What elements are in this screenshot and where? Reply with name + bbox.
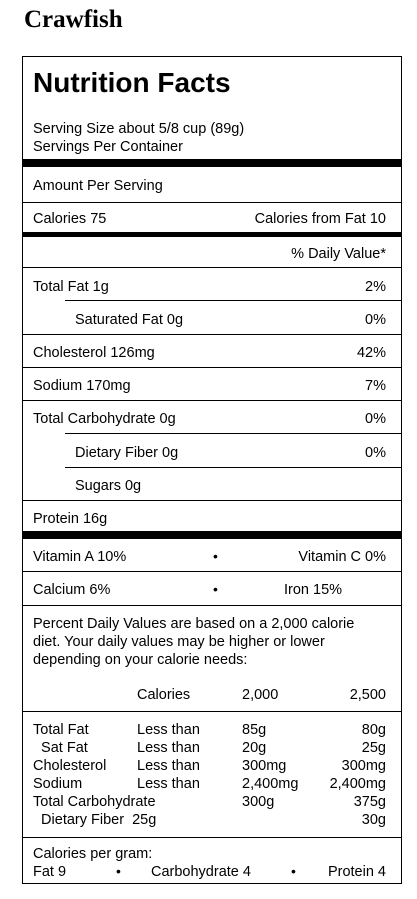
calories: Calories 75 — [33, 211, 107, 227]
divider — [65, 467, 401, 468]
footnote-line: diet. Your daily values may be higher or… — [33, 634, 325, 650]
per-gram-carbohydrate: Carbohydrate 4 — [151, 864, 251, 880]
divider — [23, 334, 401, 335]
nutrient-name-dietary-fiber: Dietary Fiber 0g — [75, 445, 179, 461]
per-gram-protein: Protein 4 — [327, 864, 386, 880]
iron: Iron 15% — [284, 582, 343, 598]
footnote-row-name: Total Fat — [33, 722, 89, 738]
footnote-row-name: Sat Fat — [33, 740, 88, 756]
footnote-row-name: Cholesterol — [33, 758, 107, 774]
footnote-line: Percent Daily Values are based on a 2,00… — [33, 616, 355, 632]
footnote-row-name: Sodium — [33, 776, 83, 792]
daily-value-header: % Daily Value* — [291, 246, 386, 262]
serving-size: Serving Size about 5/8 cup (89g) — [33, 121, 245, 137]
nutrient-name-total-carbohydrate: Total Carbohydrate 0g — [33, 411, 176, 427]
nutrient-dv-cholesterol: 42% — [356, 345, 386, 361]
nutrient-dv-total-fat: 2% — [365, 279, 386, 295]
nutrient-name-sugars: Sugars 0g — [75, 478, 142, 494]
thick-divider — [23, 531, 401, 539]
nutrient-dv-dietary-fiber: 0% — [365, 445, 386, 461]
footnote-2500-header: 2,500 — [349, 687, 386, 703]
label-title: Nutrition Facts — [33, 67, 231, 98]
footnote-row-v1: 85g — [242, 722, 267, 738]
nutrient-name-saturated-fat: Saturated Fat 0g — [75, 312, 184, 328]
footnote-row-v2: 300mg — [341, 758, 386, 774]
footnote-row-v1: 2,400mg — [242, 776, 299, 792]
divider — [23, 267, 401, 268]
footnote-row-v2: 375g — [353, 794, 386, 810]
nutrient-dv-total-carbohydrate: 0% — [365, 411, 386, 427]
bullet-icon: • — [213, 548, 218, 564]
calories-from-fat: Calories from Fat 10 — [254, 211, 386, 227]
footnote-row-v1: 300mg — [242, 758, 287, 774]
nutrient-name-total-fat: Total Fat 1g — [33, 279, 109, 295]
nutrient-dv-sodium: 7% — [365, 378, 386, 394]
nutrient-name-cholesterol: Cholesterol 126mg — [33, 345, 155, 361]
divider — [23, 500, 401, 501]
vitamin-c: Vitamin C 0% — [298, 549, 386, 565]
footnote-line: depending on your calorie needs: — [33, 652, 248, 668]
bullet-icon: • — [213, 581, 218, 597]
footnote-row-v2: 80g — [361, 722, 386, 738]
footnote-2000-header: 2,000 — [242, 687, 279, 703]
footnote-row-cond: Less than — [137, 758, 200, 774]
medium-divider — [23, 232, 401, 237]
divider — [23, 711, 401, 712]
divider — [65, 433, 401, 434]
nutrition-label: Nutrition Facts Serving Size about 5/8 c… — [22, 56, 402, 884]
footnote-row-name: Total Carbohydrate — [33, 794, 156, 810]
nutrient-name-protein: Protein 16g — [33, 511, 108, 527]
footnote-row-v1: 300g — [242, 794, 275, 810]
bullet-icon: • — [291, 863, 296, 879]
thick-divider — [23, 159, 401, 167]
footnote-row-v2: 2,400mg — [329, 776, 386, 792]
divider — [65, 300, 401, 301]
divider — [23, 605, 401, 606]
calcium: Calcium 6% — [33, 582, 111, 598]
nutrient-name-sodium: Sodium 170mg — [33, 378, 131, 394]
food-name: Crawfish — [24, 6, 123, 33]
divider — [23, 571, 401, 572]
nutrient-dv-saturated-fat: 0% — [365, 312, 386, 328]
footnote-row-v2: 30g — [361, 812, 386, 828]
footnote-row-v1: 20g — [242, 740, 267, 756]
amount-per-serving: Amount Per Serving — [33, 178, 163, 194]
per-gram-fat: Fat 9 — [33, 864, 67, 880]
calories-per-gram: Calories per gram: — [33, 846, 153, 862]
footnote-row-v2: 25g — [361, 740, 386, 756]
divider — [23, 837, 401, 838]
footnote-row-cond: Less than — [137, 740, 200, 756]
footnote-row-name: Dietary Fiber 25g — [33, 812, 157, 828]
divider — [23, 367, 401, 368]
divider — [23, 400, 401, 401]
bullet-icon: • — [116, 863, 121, 879]
divider — [23, 202, 401, 203]
servings-per-container: Servings Per Container — [33, 139, 183, 155]
vitamin-a: Vitamin A 10% — [33, 549, 127, 565]
footnote-row-cond: Less than — [137, 776, 200, 792]
footnote-row-cond: Less than — [137, 722, 200, 738]
footnote-calories-header: Calories — [137, 687, 191, 703]
